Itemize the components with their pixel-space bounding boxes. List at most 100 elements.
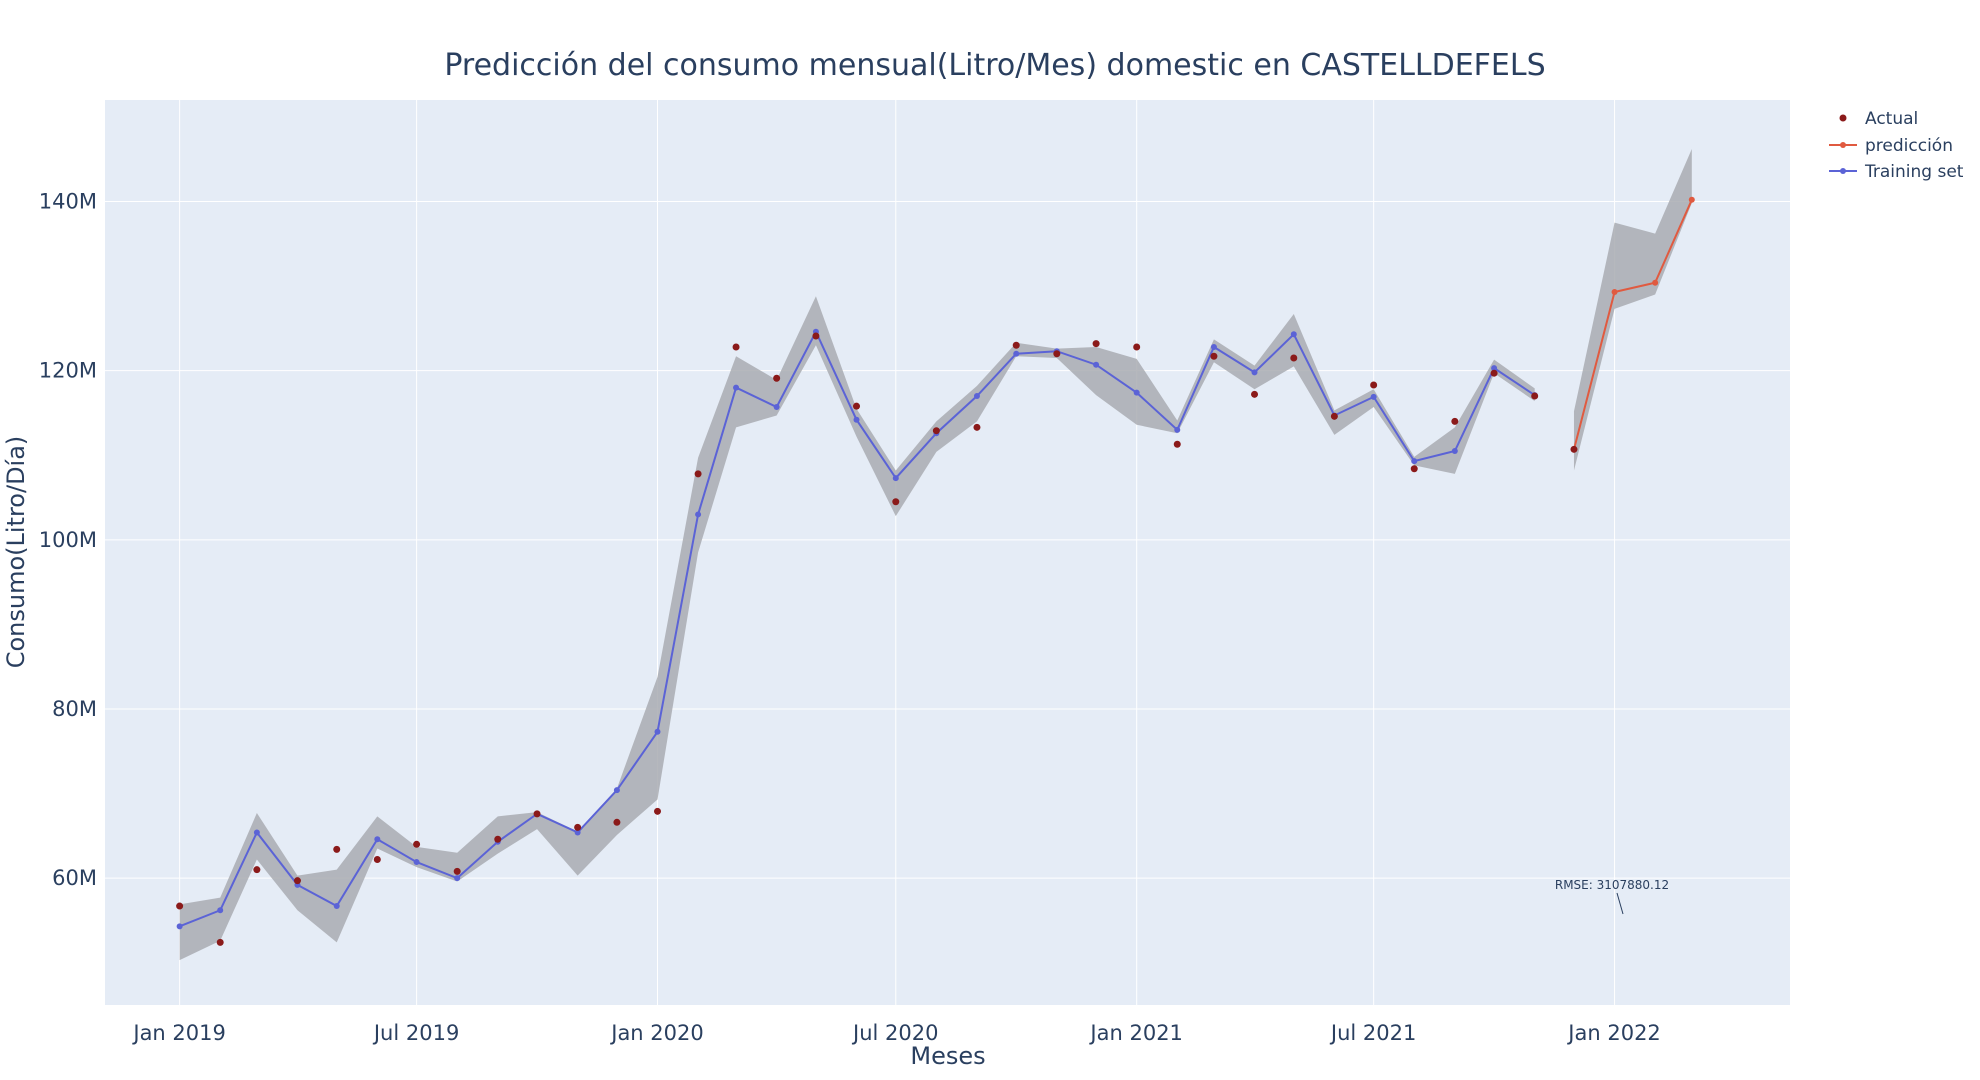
data-point xyxy=(333,903,340,910)
data-point xyxy=(1490,369,1498,377)
data-point xyxy=(533,810,541,818)
data-point xyxy=(253,866,261,874)
legend-marker-actual xyxy=(1839,114,1847,122)
data-point xyxy=(1531,392,1539,400)
data-point xyxy=(1290,331,1297,338)
data-point xyxy=(892,475,899,482)
data-point xyxy=(732,343,740,351)
data-point xyxy=(973,393,980,400)
annotation: RMSE: 3107880.12 xyxy=(1555,878,1669,915)
data-point xyxy=(1093,361,1100,368)
data-point xyxy=(1173,440,1181,448)
y-axis-ticks: 60M 80M 100M 120M 140M xyxy=(39,189,97,890)
y-tick-label: 60M xyxy=(52,866,97,890)
legend: Actual predicción Training set xyxy=(1829,109,1964,182)
data-point xyxy=(654,807,662,815)
legend-label-training-set: Training set xyxy=(1864,162,1964,182)
data-point xyxy=(453,867,461,875)
x-tick-label: Jul 2019 xyxy=(372,1021,459,1045)
rmse-annotation-arrow xyxy=(1616,892,1624,915)
legend-item-prediccion[interactable]: predicción xyxy=(1829,136,1953,156)
legend-label-actual: Actual xyxy=(1865,109,1918,129)
data-point xyxy=(1174,426,1181,433)
data-point xyxy=(216,938,224,946)
data-point xyxy=(494,835,502,843)
legend-label-prediccion: predicción xyxy=(1865,136,1953,156)
data-point xyxy=(694,470,702,478)
data-point xyxy=(1611,288,1618,295)
data-point xyxy=(176,902,184,910)
data-point xyxy=(1570,445,1578,453)
data-point xyxy=(1411,458,1418,465)
series-points xyxy=(176,196,1695,946)
legend-item-training-set[interactable]: Training set xyxy=(1829,162,1964,182)
data-point xyxy=(413,840,421,848)
y-tick-label: 140M xyxy=(39,189,97,213)
x-tick-label: Jan 2022 xyxy=(1566,1021,1661,1045)
data-point xyxy=(1013,350,1020,357)
data-point xyxy=(333,845,341,853)
rmse-annotation-text: RMSE: 3107880.12 xyxy=(1555,878,1669,892)
data-point xyxy=(1652,279,1659,286)
legend-item-actual[interactable]: Actual xyxy=(1839,109,1919,129)
x-tick-label: Jul 2020 xyxy=(851,1021,938,1045)
data-point xyxy=(892,498,900,506)
x-tick-label: Jan 2020 xyxy=(609,1021,704,1045)
data-point xyxy=(574,823,582,831)
data-point xyxy=(733,384,740,391)
data-point xyxy=(1210,343,1217,350)
data-point xyxy=(1491,365,1498,372)
x-tick-label: Jan 2021 xyxy=(1088,1021,1183,1045)
data-point xyxy=(374,836,381,843)
data-point xyxy=(217,907,224,914)
data-point xyxy=(1133,389,1140,396)
data-point xyxy=(1688,196,1695,203)
data-point xyxy=(773,404,780,411)
data-point xyxy=(176,923,183,930)
data-point xyxy=(1370,393,1377,400)
data-point xyxy=(1210,352,1218,360)
data-point xyxy=(1451,417,1459,425)
data-point xyxy=(932,427,940,435)
legend-marker-prediccion xyxy=(1840,142,1846,148)
y-tick-label: 100M xyxy=(39,528,97,552)
series-line xyxy=(1573,199,1693,450)
data-point xyxy=(1251,369,1258,376)
data-point xyxy=(812,332,820,340)
chart-title: Predicción del consumo mensual(Litro/Mes… xyxy=(444,48,1545,83)
data-point xyxy=(1330,412,1338,420)
y-tick-label: 120M xyxy=(39,359,97,383)
data-point xyxy=(293,877,301,885)
data-point xyxy=(454,875,461,882)
legend-marker-training-set xyxy=(1840,168,1846,174)
confidence-band xyxy=(1573,149,1692,471)
data-point xyxy=(1012,341,1020,349)
data-point xyxy=(654,728,661,735)
data-point xyxy=(1451,448,1458,455)
data-point xyxy=(1251,390,1259,398)
data-point xyxy=(853,402,861,410)
data-point xyxy=(373,856,381,864)
y-axis-title: Consumo(Litro/Día) xyxy=(2,436,30,669)
data-point xyxy=(1092,340,1100,348)
data-point xyxy=(853,416,860,423)
y-tick-label: 80M xyxy=(52,697,97,721)
data-point xyxy=(574,829,581,836)
plot-background xyxy=(105,100,1790,1005)
x-axis-ticks: Jan 2019 Jul 2019 Jan 2020 Jul 2020 Jan 2021… xyxy=(131,1021,1660,1045)
data-point xyxy=(773,374,781,382)
x-axis-title: Meses xyxy=(910,1042,985,1070)
data-point xyxy=(613,787,620,794)
data-point xyxy=(613,818,621,826)
data-point xyxy=(1410,465,1418,473)
x-tick-label: Jul 2021 xyxy=(1329,1021,1416,1045)
data-point xyxy=(253,829,260,836)
data-point xyxy=(413,859,420,866)
data-point xyxy=(973,423,981,431)
data-point xyxy=(1290,354,1298,362)
data-point xyxy=(1133,343,1141,351)
x-tick-label: Jan 2019 xyxy=(131,1021,226,1045)
data-point xyxy=(695,511,702,518)
data-point xyxy=(1370,381,1378,389)
